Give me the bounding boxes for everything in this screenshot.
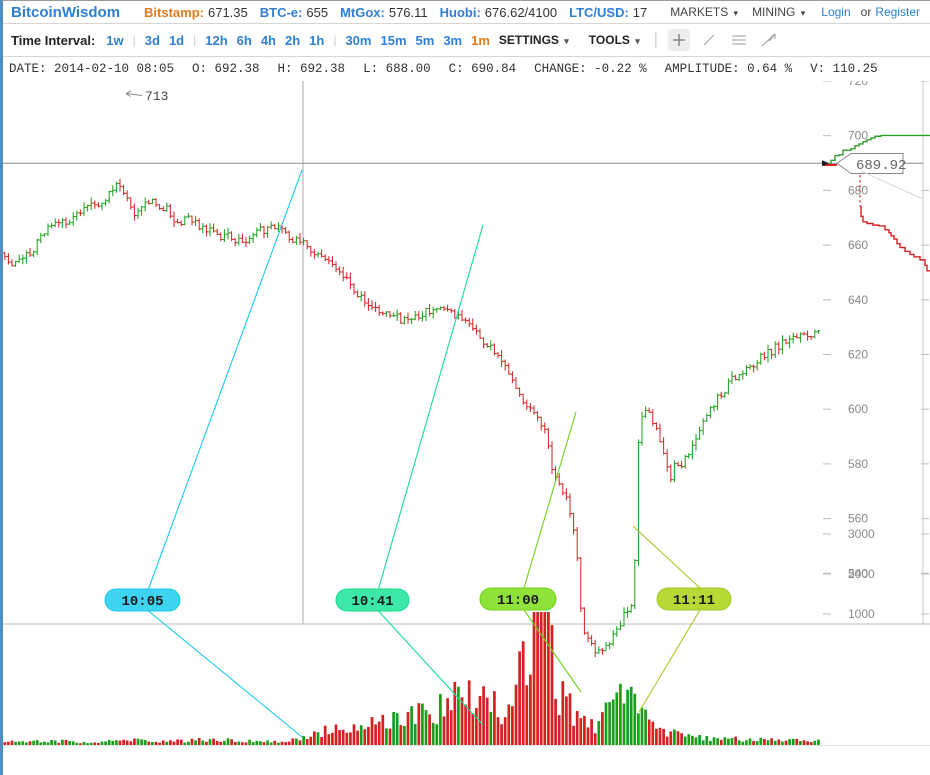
svg-text:620: 620 [848, 348, 868, 362]
svg-text:700: 700 [848, 129, 868, 143]
svg-text:713: 713 [145, 89, 168, 104]
svg-text:3000: 3000 [848, 527, 875, 541]
svg-text:1000: 1000 [848, 607, 875, 621]
svg-text:11:11: 11:11 [673, 593, 715, 609]
svg-text:10:41: 10:41 [351, 594, 393, 610]
svg-text:580: 580 [848, 457, 868, 471]
svg-text:11:00: 11:00 [497, 593, 539, 609]
svg-text:680: 680 [848, 183, 868, 197]
svg-text:640: 640 [848, 293, 868, 307]
svg-text:720: 720 [848, 81, 868, 88]
svg-text:660: 660 [848, 238, 868, 252]
svg-text:2000: 2000 [848, 567, 875, 581]
svg-text:560: 560 [848, 512, 868, 526]
svg-text:600: 600 [848, 402, 868, 416]
svg-text:10:05: 10:05 [121, 594, 163, 610]
svg-text:689.92: 689.92 [856, 158, 906, 174]
